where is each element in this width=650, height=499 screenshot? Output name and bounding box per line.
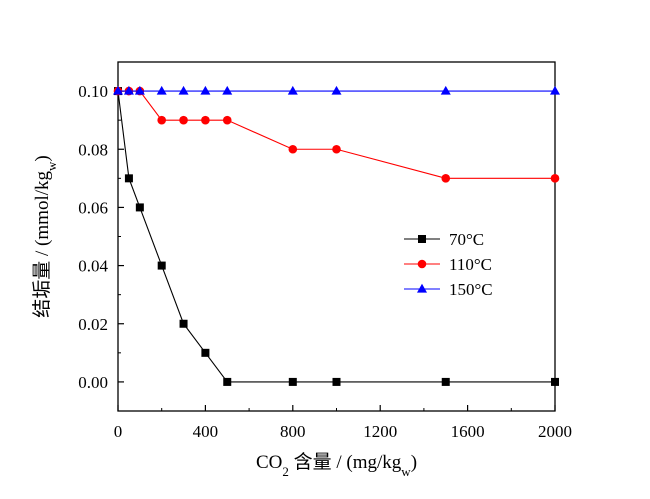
x-title-sub2: w [401,464,411,479]
data-point [123,85,134,95]
x-axis-ticks: 0 400 800 1200 1600 2000 [114,405,572,441]
x-title-mid: 含量 / (mg/kg [289,451,402,473]
legend-marker [417,283,427,293]
data-point [441,174,451,183]
data-point [222,115,232,125]
data-point [550,174,560,183]
x-tick-label: 0 [114,422,123,441]
legend-item: 70°C [404,230,484,249]
data-point [287,85,298,95]
y-title-main: 结垢量 / (mmol/kg [31,171,53,318]
data-point [551,377,559,386]
data-point [157,261,166,270]
x-tick-label: 1600 [451,422,485,441]
y-title-end: ) [32,155,53,161]
data-point [179,115,188,125]
data-point [156,85,167,95]
y-axis-ticks: 0.00 0.02 0.04 0.06 0.08 0.10 [78,61,124,412]
legend-label: 150°C [449,280,493,299]
series-line [117,91,555,383]
legend-item: 110°C [404,255,492,274]
y-axis-title: 结垢量 / (mmol/kgw) [31,155,59,317]
data-point [440,85,451,95]
y-tick-label: 0.08 [78,140,108,159]
y-tick-label: 0.06 [78,198,108,217]
data-point [178,85,189,95]
data-point [200,85,211,95]
x-tick-label: 2000 [538,422,572,441]
legend-item: 150°C [404,280,493,299]
legend: 70°C 110°C 150°C [404,230,493,299]
data-point [441,377,450,386]
series-70c [114,87,559,386]
x-title-sub: 2 [282,464,289,479]
plot-frame [117,61,556,412]
x-tick-label: 400 [193,422,219,441]
data-point [331,85,342,95]
x-title-end: ) [411,452,417,473]
y-tick-label: 0.10 [78,82,108,101]
plot-border [117,61,556,412]
y-tick-label: 0.00 [78,373,108,392]
data-point [201,348,210,357]
y-title-sub: w [44,161,59,171]
data-point [550,85,560,95]
data-point [157,115,166,125]
data-point [179,319,188,328]
data-point [134,85,145,95]
data-point [135,203,144,212]
series-line [118,90,555,179]
series-110c [113,86,560,183]
series-150c [113,85,560,95]
legend-label: 110°C [449,255,492,274]
data-point [201,115,210,125]
data-point [332,377,341,386]
data-point [113,85,123,95]
series-layer [113,85,560,386]
legend-marker [418,235,426,243]
data-point [288,144,298,154]
x-title-main: CO [256,452,282,473]
y-tick-label: 0.04 [78,257,108,276]
legend-label: 70°C [449,230,484,249]
data-point [332,144,341,154]
data-point [288,377,297,386]
data-point [124,174,133,183]
x-axis-title: CO2 含量 / (mg/kgw) [256,451,417,479]
y-tick-label: 0.02 [78,315,108,334]
data-point [223,377,232,386]
x-tick-label: 1200 [363,422,397,441]
data-point [222,85,233,95]
x-tick-label: 800 [280,422,306,441]
legend-marker [417,259,427,269]
